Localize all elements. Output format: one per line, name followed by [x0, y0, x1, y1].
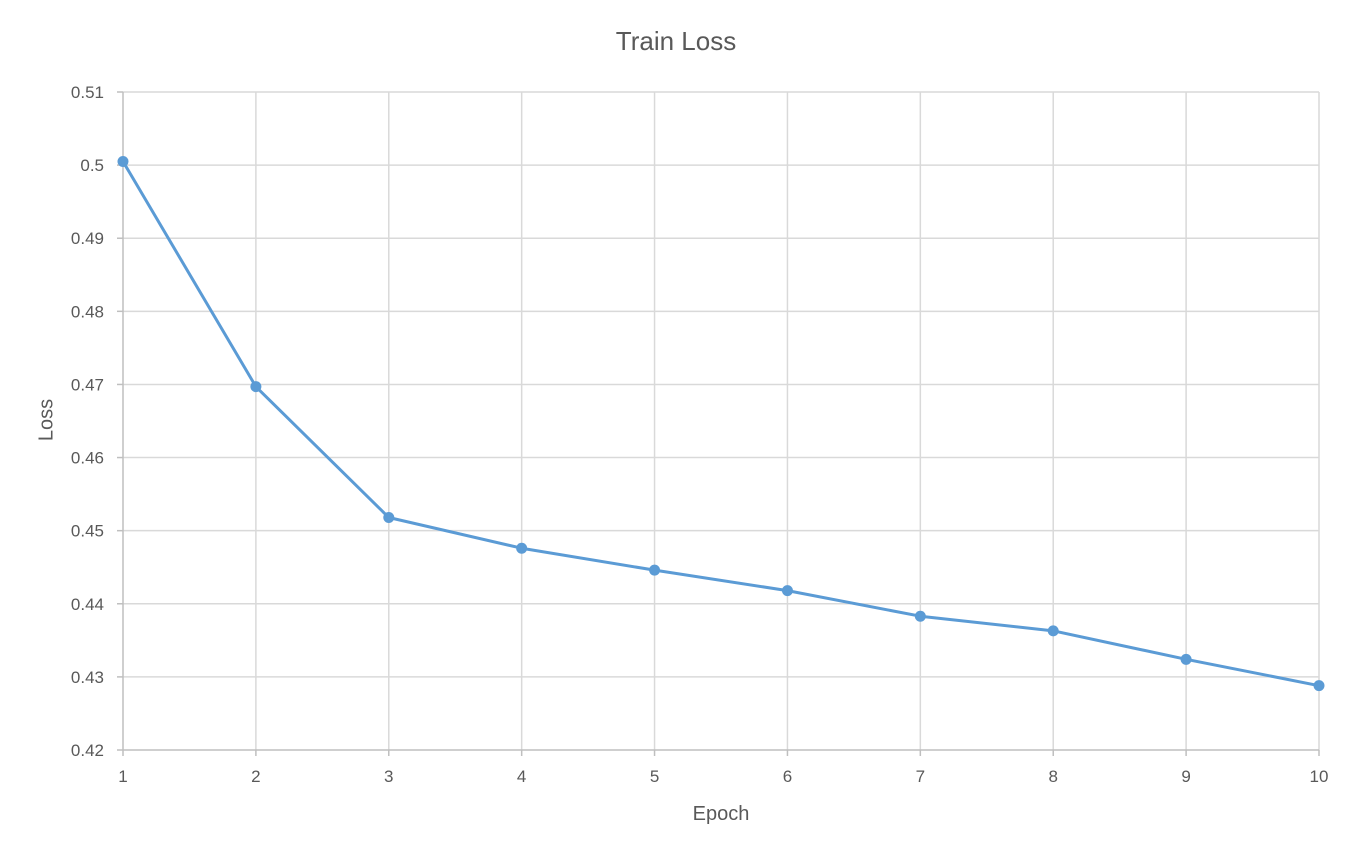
data-point [117, 155, 129, 167]
y-tick-label: 0.47 [71, 375, 104, 394]
x-tick-label: 9 [1181, 767, 1190, 786]
x-tick-label: 2 [251, 767, 260, 786]
x-tick-label: 5 [650, 767, 659, 786]
data-point [1047, 625, 1059, 637]
series-line [121, 160, 1320, 688]
data-point [781, 585, 793, 597]
data-point [250, 381, 262, 393]
x-tick-label: 3 [384, 767, 393, 786]
y-tick-label: 0.43 [71, 668, 104, 687]
y-tick-label: 0.46 [71, 449, 104, 468]
data-point [914, 610, 926, 622]
x-tick-label: 6 [783, 767, 792, 786]
axes [117, 91, 1320, 756]
series-group [117, 155, 1325, 692]
x-axis-tick-labels: 1 2 3 4 5 6 7 8 9 10 [118, 767, 1328, 786]
y-axis-tick-labels: 0.42 0.43 0.44 0.45 0.46 0.47 0.48 0.49 0.5 0.51 [71, 83, 104, 760]
y-tick-label: 0.49 [71, 229, 104, 248]
gridlines [123, 91, 1320, 750]
y-tick-label: 0.48 [71, 302, 104, 321]
data-point [383, 512, 395, 524]
x-tick-label: 10 [1310, 767, 1329, 786]
data-point [1313, 680, 1325, 692]
y-tick-label: 0.42 [71, 741, 104, 760]
y-axis-title: Loss [35, 398, 58, 442]
x-axis-title: Epoch [692, 803, 750, 825]
y-tick-label: 0.5 [80, 156, 104, 175]
chart-title: Train Loss [615, 26, 737, 56]
y-tick-label: 0.45 [71, 522, 104, 541]
y-tick-label: 0.51 [71, 83, 104, 102]
data-point [1180, 653, 1192, 665]
x-tick-label: 1 [118, 767, 127, 786]
x-tick-label: 7 [916, 767, 925, 786]
y-tick-label: 0.44 [71, 595, 104, 614]
data-point [649, 564, 661, 576]
x-tick-label: 4 [517, 767, 526, 786]
x-tick-label: 8 [1048, 767, 1057, 786]
data-point [516, 542, 528, 554]
